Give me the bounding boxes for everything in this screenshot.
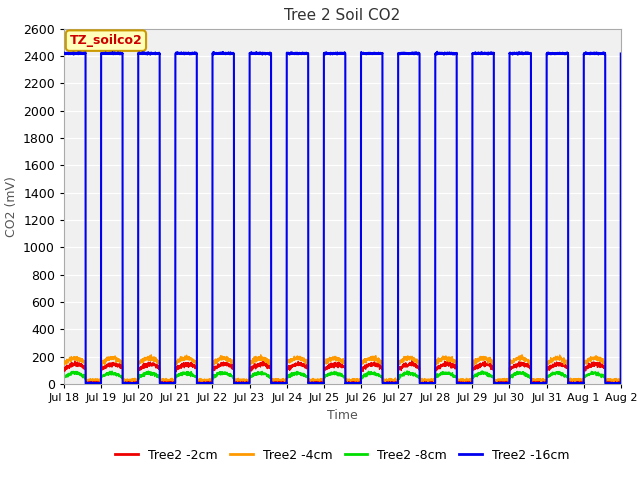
Legend: Tree2 -2cm, Tree2 -4cm, Tree2 -8cm, Tree2 -16cm: Tree2 -2cm, Tree2 -4cm, Tree2 -8cm, Tree… [110,444,575,467]
Title: Tree 2 Soil CO2: Tree 2 Soil CO2 [284,9,401,24]
X-axis label: Time: Time [327,408,358,421]
Y-axis label: CO2 (mV): CO2 (mV) [4,176,17,237]
Text: TZ_soilco2: TZ_soilco2 [70,34,142,47]
